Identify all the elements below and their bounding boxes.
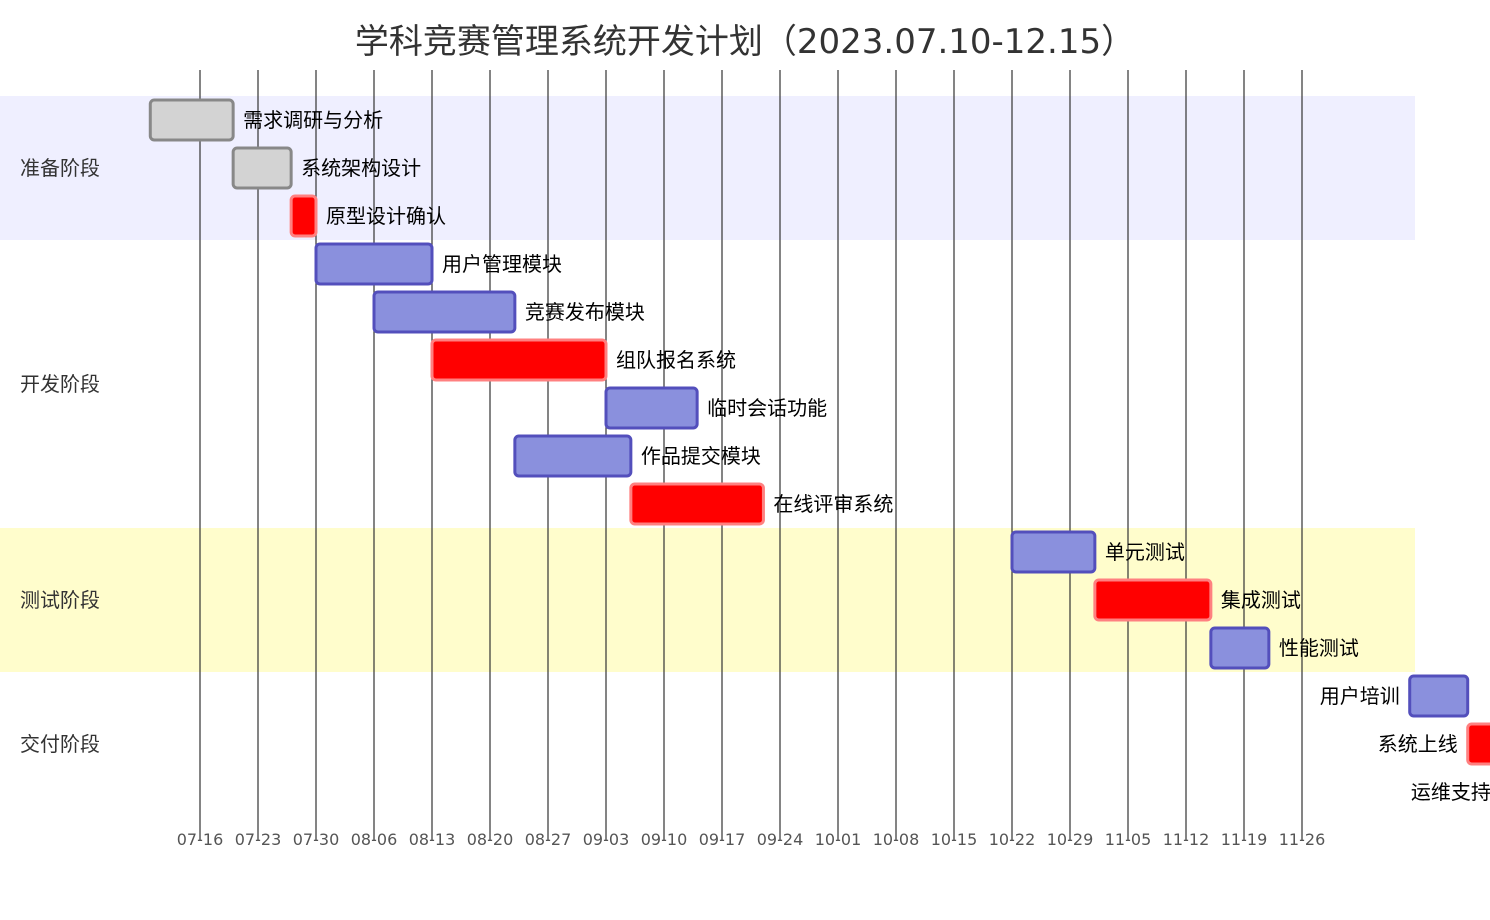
task-bar xyxy=(629,482,765,526)
task-label: 需求调研与分析 xyxy=(243,108,383,132)
task-bar xyxy=(231,146,293,190)
task-bar xyxy=(604,386,699,430)
task-label: 作品提交模块 xyxy=(641,444,761,468)
task-label: 运维支持 xyxy=(1411,780,1490,804)
section-label: 测试阶段 xyxy=(20,588,100,612)
chart-title: 学科竞赛管理系统开发计划（2023.07.10-12.15） xyxy=(354,22,1136,62)
task-label: 原型设计确认 xyxy=(326,204,446,228)
task-label: 系统上线 xyxy=(1378,732,1458,756)
x-tick-label: 08-20 xyxy=(467,830,514,849)
x-tick-label: 07-16 xyxy=(177,830,224,849)
x-tick-label: 09-10 xyxy=(641,830,688,849)
x-tick-label: 11-19 xyxy=(1221,830,1268,849)
task-bar xyxy=(430,338,608,382)
task-bar xyxy=(289,194,318,238)
task-label: 性能测试 xyxy=(1279,636,1359,660)
task-bars xyxy=(148,98,1490,766)
task-labels: 需求调研与分析系统架构设计原型设计确认用户管理模块竞赛发布模块组队报名系统临时会… xyxy=(243,108,1490,804)
x-tick-label: 09-24 xyxy=(757,830,804,849)
section-label: 交付阶段 xyxy=(20,732,100,756)
task-label: 单元测试 xyxy=(1105,540,1185,564)
x-tick-label: 09-03 xyxy=(583,830,630,849)
task-label: 在线评审系统 xyxy=(773,492,893,516)
task-label: 用户培训 xyxy=(1320,684,1400,708)
section-label: 开发阶段 xyxy=(20,372,100,396)
x-tick-label: 08-27 xyxy=(525,830,572,849)
x-tick-label: 09-17 xyxy=(699,830,746,849)
task-label: 临时会话功能 xyxy=(707,396,827,420)
task-bar xyxy=(1408,674,1470,718)
x-tick-label: 11-05 xyxy=(1105,830,1152,849)
task-label: 系统架构设计 xyxy=(301,156,421,180)
task-bar xyxy=(513,434,633,478)
task-label: 竞赛发布模块 xyxy=(525,300,645,324)
task-bar xyxy=(1466,722,1490,766)
task-label: 组队报名系统 xyxy=(616,348,736,372)
section-label: 准备阶段 xyxy=(20,156,100,180)
task-bar xyxy=(148,98,235,142)
x-tick-label: 10-29 xyxy=(1047,830,1094,849)
task-label: 集成测试 xyxy=(1221,588,1301,612)
x-tick-label: 10-22 xyxy=(989,830,1036,849)
x-tick-label: 10-01 xyxy=(815,830,862,849)
section-band xyxy=(0,240,1415,528)
x-tick-label: 07-30 xyxy=(293,830,340,849)
gridlines xyxy=(199,70,1303,840)
x-tick-label: 11-26 xyxy=(1279,830,1326,849)
x-tick-label: 10-15 xyxy=(931,830,978,849)
section-band xyxy=(0,672,1415,816)
task-label: 用户管理模块 xyxy=(442,252,562,276)
task-bar xyxy=(1010,530,1097,574)
x-axis-ticks: 07-16 07-23 07-30 08-06 08-13 08-20 08-27 09-03… xyxy=(177,830,1326,849)
section-bands xyxy=(0,96,1415,816)
x-tick-label: 11-12 xyxy=(1163,830,1210,849)
task-bar xyxy=(314,242,434,286)
x-tick-label: 08-13 xyxy=(409,830,456,849)
task-bar xyxy=(372,290,517,334)
task-bar xyxy=(1209,626,1271,670)
task-bar xyxy=(1093,578,1213,622)
x-tick-label: 08-06 xyxy=(351,830,398,849)
x-tick-label: 07-23 xyxy=(235,830,282,849)
x-tick-label: 10-08 xyxy=(873,830,920,849)
